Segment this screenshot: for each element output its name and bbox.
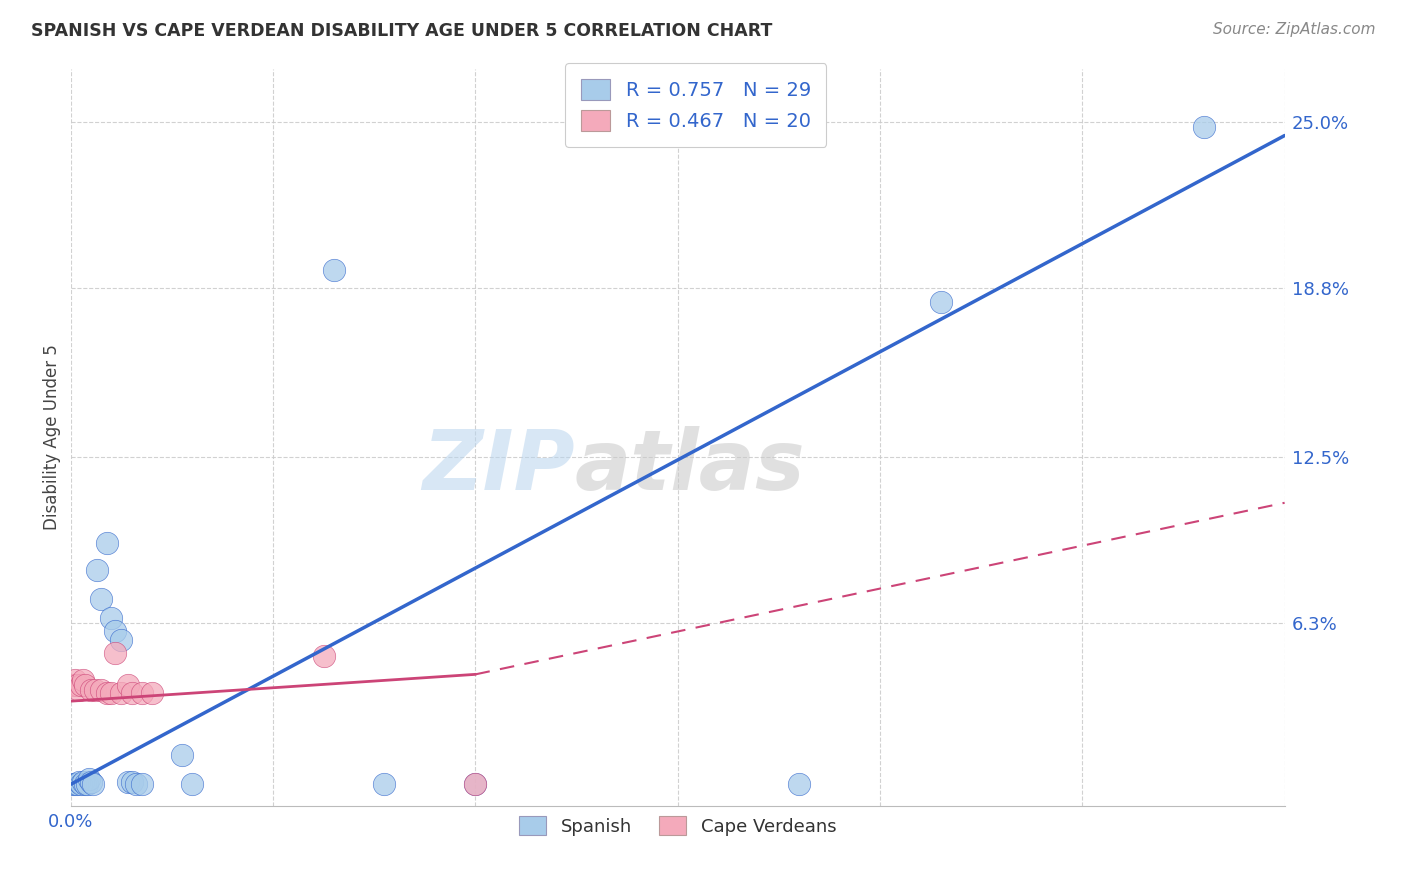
Point xyxy=(96,536,118,550)
Point xyxy=(77,772,100,786)
Point xyxy=(464,777,486,791)
Point xyxy=(181,777,204,791)
Text: ZIP: ZIP xyxy=(422,426,575,507)
Point xyxy=(100,611,122,625)
Point xyxy=(90,683,112,698)
Point xyxy=(67,774,90,789)
Point xyxy=(312,648,335,663)
Point xyxy=(72,774,94,789)
Point xyxy=(117,678,139,692)
Point xyxy=(62,777,84,791)
Text: atlas: atlas xyxy=(575,426,806,507)
Point xyxy=(131,686,153,700)
Point xyxy=(84,683,107,698)
Point xyxy=(73,777,96,791)
Point xyxy=(104,646,127,660)
Point xyxy=(121,686,143,700)
Point xyxy=(117,774,139,789)
Point xyxy=(70,678,93,692)
Point xyxy=(73,678,96,692)
Point xyxy=(141,686,163,700)
Point xyxy=(63,673,86,687)
Point xyxy=(90,592,112,607)
Text: SPANISH VS CAPE VERDEAN DISABILITY AGE UNDER 5 CORRELATION CHART: SPANISH VS CAPE VERDEAN DISABILITY AGE U… xyxy=(31,22,772,40)
Point xyxy=(70,777,93,791)
Point xyxy=(787,777,810,791)
Point xyxy=(131,777,153,791)
Point xyxy=(100,686,122,700)
Point xyxy=(63,777,86,791)
Point xyxy=(373,777,395,791)
Point xyxy=(62,678,84,692)
Point xyxy=(66,777,89,791)
Point xyxy=(110,686,132,700)
Point xyxy=(110,632,132,647)
Text: Source: ZipAtlas.com: Source: ZipAtlas.com xyxy=(1212,22,1375,37)
Point xyxy=(1192,120,1215,135)
Point xyxy=(104,624,127,639)
Point xyxy=(66,678,89,692)
Point xyxy=(322,262,344,277)
Y-axis label: Disability Age Under 5: Disability Age Under 5 xyxy=(44,344,60,530)
Point xyxy=(80,774,103,789)
Point xyxy=(82,777,104,791)
Point xyxy=(76,777,98,791)
Point xyxy=(80,683,103,698)
Point xyxy=(464,777,486,791)
Point xyxy=(121,774,143,789)
Point xyxy=(124,777,146,791)
Legend: Spanish, Cape Verdeans: Spanish, Cape Verdeans xyxy=(510,807,845,845)
Point xyxy=(86,563,108,577)
Point xyxy=(72,673,94,687)
Point xyxy=(929,294,952,309)
Point xyxy=(67,683,90,698)
Point xyxy=(96,686,118,700)
Point xyxy=(172,747,194,762)
